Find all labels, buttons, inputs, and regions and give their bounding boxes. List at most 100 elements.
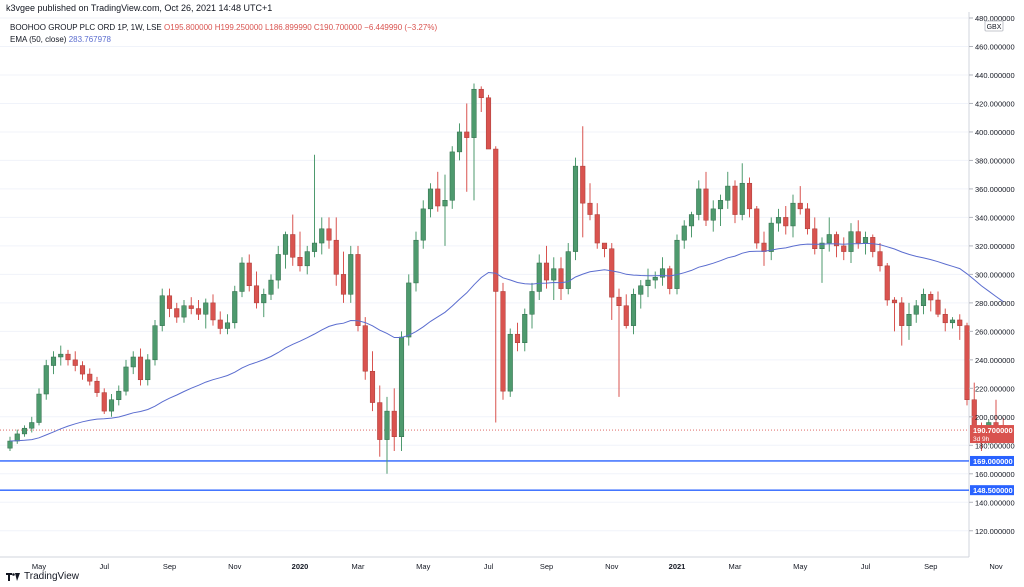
candle[interactable] bbox=[116, 385, 122, 406]
candle[interactable] bbox=[884, 262, 890, 306]
candle[interactable] bbox=[333, 217, 339, 286]
candle[interactable] bbox=[87, 368, 93, 386]
candle[interactable] bbox=[21, 425, 28, 437]
candle[interactable] bbox=[529, 282, 535, 329]
candle[interactable] bbox=[826, 217, 832, 252]
candle[interactable] bbox=[587, 183, 593, 221]
candle[interactable] bbox=[710, 200, 716, 232]
candle[interactable] bbox=[667, 265, 673, 295]
candle[interactable] bbox=[43, 359, 49, 400]
candle[interactable] bbox=[50, 351, 57, 375]
candle[interactable] bbox=[935, 291, 941, 318]
candle[interactable] bbox=[29, 416, 35, 433]
candle[interactable] bbox=[601, 242, 608, 258]
candle[interactable] bbox=[449, 146, 455, 209]
candle[interactable] bbox=[645, 268, 651, 298]
candle[interactable] bbox=[870, 234, 876, 258]
candle[interactable] bbox=[101, 388, 107, 414]
candle[interactable] bbox=[920, 288, 927, 315]
candle[interactable] bbox=[485, 94, 492, 150]
candle[interactable] bbox=[565, 243, 571, 295]
candle[interactable] bbox=[217, 311, 223, 335]
candle[interactable] bbox=[72, 351, 78, 372]
candle[interactable] bbox=[456, 123, 463, 161]
candle[interactable] bbox=[391, 388, 397, 451]
candle[interactable] bbox=[94, 376, 100, 397]
candle[interactable] bbox=[65, 349, 71, 366]
candle[interactable] bbox=[746, 177, 753, 218]
candle[interactable] bbox=[159, 288, 165, 332]
candle[interactable] bbox=[855, 220, 861, 249]
candle[interactable] bbox=[239, 257, 245, 298]
candle[interactable] bbox=[166, 288, 173, 318]
candle[interactable] bbox=[275, 245, 281, 289]
candle[interactable] bbox=[58, 345, 64, 366]
candle[interactable] bbox=[188, 297, 194, 315]
candle[interactable] bbox=[768, 217, 774, 261]
candle[interactable] bbox=[413, 231, 419, 292]
candle[interactable] bbox=[224, 314, 231, 335]
candle[interactable] bbox=[725, 171, 731, 209]
candle[interactable] bbox=[674, 234, 680, 295]
candle[interactable] bbox=[681, 220, 687, 249]
candle[interactable] bbox=[203, 298, 209, 329]
candle[interactable] bbox=[174, 302, 180, 323]
candle[interactable] bbox=[464, 103, 470, 192]
candle[interactable] bbox=[290, 214, 296, 266]
candle[interactable] bbox=[833, 231, 840, 258]
candle[interactable] bbox=[246, 254, 252, 292]
candle[interactable] bbox=[913, 300, 919, 323]
candle[interactable] bbox=[949, 317, 956, 329]
candle[interactable] bbox=[14, 429, 20, 444]
candle[interactable] bbox=[369, 351, 376, 412]
candle[interactable] bbox=[551, 257, 557, 301]
candle[interactable] bbox=[297, 231, 303, 272]
candle[interactable] bbox=[964, 322, 970, 406]
candle[interactable] bbox=[638, 280, 644, 309]
candle[interactable] bbox=[348, 245, 354, 303]
candle[interactable] bbox=[195, 300, 202, 320]
candle[interactable] bbox=[210, 294, 216, 326]
candle[interactable] bbox=[326, 217, 332, 249]
candle[interactable] bbox=[319, 217, 325, 255]
candle[interactable] bbox=[543, 245, 550, 289]
candle[interactable] bbox=[899, 297, 905, 346]
candle[interactable] bbox=[427, 183, 434, 218]
candle[interactable] bbox=[232, 285, 238, 329]
candle[interactable] bbox=[304, 245, 310, 275]
candle[interactable] bbox=[7, 436, 13, 451]
candle[interactable] bbox=[522, 308, 528, 352]
candle[interactable] bbox=[783, 206, 789, 235]
candle[interactable] bbox=[652, 271, 658, 289]
candle[interactable] bbox=[891, 297, 898, 332]
candle[interactable] bbox=[790, 194, 796, 238]
candle[interactable] bbox=[536, 254, 542, 301]
candle[interactable] bbox=[717, 194, 724, 226]
candle[interactable] bbox=[442, 174, 448, 246]
candle[interactable] bbox=[398, 331, 405, 451]
candle[interactable] bbox=[123, 359, 129, 396]
candle[interactable] bbox=[775, 208, 782, 232]
candle[interactable] bbox=[108, 394, 115, 417]
candle[interactable] bbox=[942, 308, 948, 332]
candle[interactable] bbox=[754, 206, 760, 249]
candle[interactable] bbox=[841, 237, 847, 261]
candle[interactable] bbox=[406, 274, 412, 346]
candle[interactable] bbox=[507, 328, 513, 397]
candle[interactable] bbox=[558, 257, 564, 301]
candle[interactable] bbox=[812, 217, 818, 255]
candle[interactable] bbox=[355, 245, 361, 332]
candle[interactable] bbox=[797, 186, 803, 215]
candle[interactable] bbox=[688, 211, 695, 238]
candle[interactable] bbox=[848, 223, 854, 263]
candle[interactable] bbox=[36, 388, 42, 426]
candle[interactable] bbox=[137, 348, 144, 386]
candle[interactable] bbox=[877, 243, 883, 272]
candle[interactable] bbox=[478, 86, 484, 113]
candle[interactable] bbox=[261, 288, 267, 318]
candle[interactable] bbox=[609, 243, 615, 320]
candle[interactable] bbox=[79, 361, 86, 380]
candle[interactable] bbox=[362, 317, 368, 380]
candle[interactable] bbox=[311, 154, 318, 258]
